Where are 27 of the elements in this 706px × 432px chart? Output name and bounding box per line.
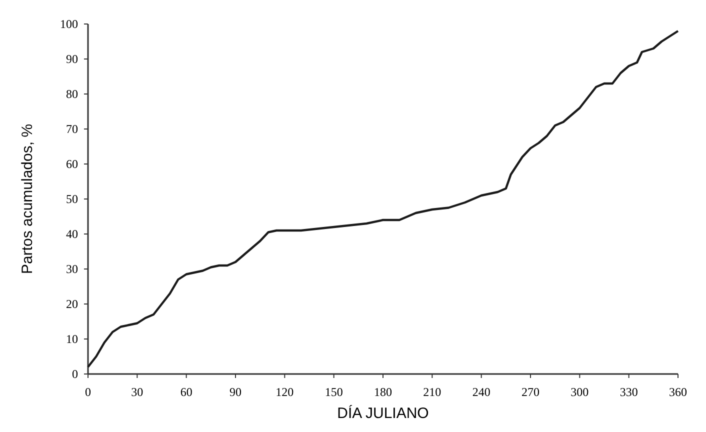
x-tick-label: 120: [276, 385, 294, 399]
y-axis-title: Partos acumulados, %: [19, 124, 36, 274]
y-tick-label: 60: [66, 157, 78, 172]
y-tick-label: 0: [72, 367, 78, 382]
x-axis-title: DÍA JULIANO: [337, 404, 429, 422]
x-tick-label: 90: [230, 385, 242, 399]
y-tick-label: 30: [66, 262, 78, 276]
x-tick-label: 60: [180, 385, 192, 399]
y-tick-label: 90: [66, 52, 78, 66]
x-tick-label: 0: [85, 385, 91, 399]
line-series: [86, 30, 680, 368]
y-tick-label: 10: [66, 332, 78, 346]
x-tick-label: 180: [374, 385, 392, 399]
y-tick-label: 70: [66, 122, 78, 136]
y-tick-label: 40: [66, 227, 78, 242]
x-tick-label: 270: [522, 385, 540, 399]
x-tick-label: 300: [570, 385, 589, 399]
x-tick-label: 150: [324, 385, 343, 399]
x-tick-label: 330: [620, 385, 638, 399]
x-tick-label: 30: [131, 385, 144, 399]
x-tick-label: 240: [472, 385, 490, 399]
x-tick-label: 210: [423, 385, 442, 399]
y-tick-label: 20: [66, 297, 78, 312]
y-tick-label: 80: [66, 87, 78, 102]
x-tick-label: 360: [669, 385, 687, 399]
y-tick-label: 100: [60, 17, 78, 32]
y-tick-label: 50: [66, 192, 78, 206]
